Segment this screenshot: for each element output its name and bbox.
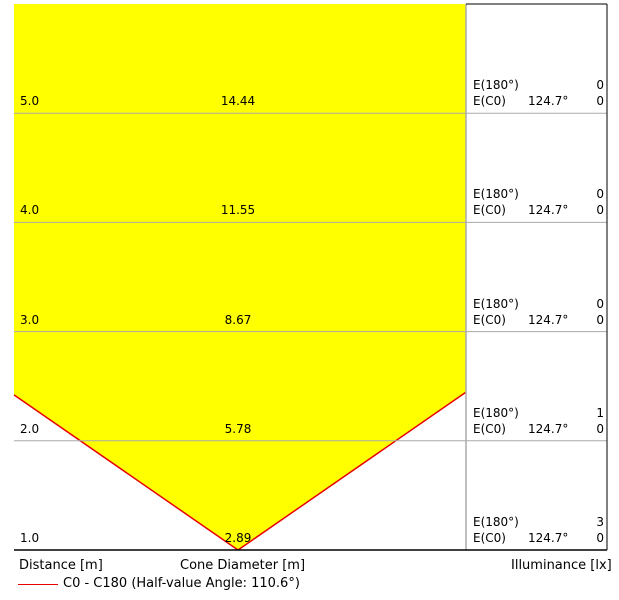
- legend-line-swatch: [18, 584, 58, 585]
- ec0-value: 0: [596, 203, 604, 218]
- e180-label: E(180°): [473, 78, 519, 93]
- distance-value: 4.0: [20, 203, 40, 218]
- e180-value: 0: [596, 296, 604, 311]
- ec0-value: 0: [596, 94, 604, 109]
- e180-value: 3: [596, 515, 604, 529]
- ec0-angle: 124.7°: [528, 94, 569, 109]
- diameter-value: 5.78: [224, 421, 252, 436]
- e180-label: E(180°): [473, 296, 519, 311]
- diameter-value: 14.44: [220, 94, 256, 109]
- e180-value: 0: [596, 78, 604, 93]
- diameter-value: 11.55: [220, 203, 256, 218]
- ec0-angle: 124.7°: [528, 421, 569, 436]
- cone-fill: [14, 4, 466, 550]
- distance-value: 3.0: [20, 312, 40, 327]
- distance-value: 1.0: [20, 531, 40, 545]
- ec0-value: 0: [596, 312, 604, 327]
- distance-value: 2.0: [20, 421, 40, 436]
- ec0-label: E(C0): [473, 312, 506, 327]
- e180-label: E(180°): [473, 405, 519, 420]
- ec0-label: E(C0): [473, 421, 506, 436]
- legend-label: C0 - C180 (Half-value Angle: 110.6°): [63, 576, 300, 591]
- ec0-value: 0: [596, 421, 604, 436]
- e180-label: E(180°): [473, 187, 519, 202]
- diameter-axis-label: Cone Diameter [m]: [180, 558, 306, 573]
- cone-edge-right: [237, 391, 467, 551]
- ec0-label: E(C0): [473, 203, 506, 218]
- ec0-label: E(C0): [473, 531, 506, 545]
- e180-value: 0: [596, 187, 604, 202]
- e180-value: 1: [596, 405, 604, 420]
- e180-label: E(180°): [473, 515, 519, 529]
- ec0-angle: 124.7°: [528, 203, 569, 218]
- ec0-value: 0: [596, 531, 604, 545]
- grid-layer: [14, 4, 607, 550]
- ec0-label: E(C0): [473, 94, 506, 109]
- ec0-angle: 124.7°: [528, 531, 569, 545]
- diameter-value: 2.89: [224, 531, 252, 545]
- distance-value: 5.0: [20, 94, 40, 109]
- ec0-angle: 124.7°: [528, 312, 569, 327]
- cone-fill-layer: [13, 4, 467, 551]
- diameter-value: 8.67: [224, 312, 252, 327]
- frame-border: [14, 3, 608, 551]
- cone-edge-left: [13, 394, 239, 551]
- illuminance-axis-label: Illuminance [lx]: [511, 558, 612, 573]
- distance-axis-label: Distance [m]: [19, 558, 103, 573]
